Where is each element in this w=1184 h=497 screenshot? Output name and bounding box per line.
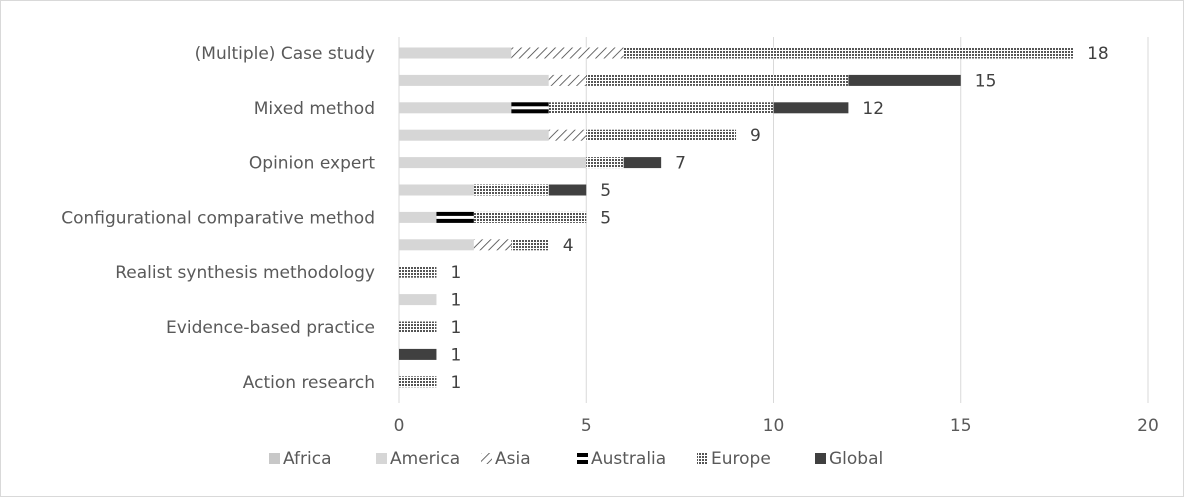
x-tick-label: 10: [763, 416, 785, 436]
bar-segment-america: [399, 239, 474, 251]
legend: Africa America Asia Australia Europe Global: [269, 449, 883, 469]
legend-label-australia: Australia: [591, 449, 666, 469]
category-label: (Multiple) Case study: [195, 44, 375, 64]
bar-segment-global: [773, 102, 849, 114]
total-label: 1: [450, 373, 461, 393]
total-label: 5: [600, 208, 611, 228]
bar-segment-global: [548, 184, 587, 196]
total-labels: 18 15 12 9 7 5 5 4 1 1 1 1 1: [450, 44, 1108, 393]
bar-segment-europe: [399, 376, 437, 388]
legend-label-america: America: [390, 449, 460, 469]
x-tick-label: 0: [394, 416, 405, 436]
legend-label-europe: Europe: [711, 449, 771, 469]
bar-segment-global: [399, 348, 437, 360]
bar-segment-global: [848, 74, 961, 86]
bar-segment-america: [399, 211, 437, 223]
x-tick-label: 5: [581, 416, 592, 436]
legend-swatch-america: [376, 453, 387, 464]
bar-segment-europe: [586, 157, 624, 169]
total-label: 9: [750, 126, 761, 146]
bar-segment-europe: [623, 47, 1074, 59]
legend-swatch-global: [815, 453, 826, 464]
legend-swatch-asia: [481, 453, 492, 464]
total-label: 1: [450, 318, 461, 338]
category-label: Mixed method: [254, 99, 375, 119]
bar-segment-europe: [473, 211, 587, 223]
bar-segment-america: [399, 74, 549, 86]
legend-swatch-africa: [269, 453, 280, 464]
total-label: 18: [1087, 44, 1109, 64]
bar-segment-global: [623, 157, 662, 169]
bar-segment-europe: [399, 321, 437, 333]
legend-swatch-europe: [697, 453, 708, 464]
bar-segment-america: [399, 184, 474, 196]
x-tick-label: 20: [1137, 416, 1159, 436]
bar-segment-europe: [399, 266, 437, 278]
bar-segment-america: [399, 157, 587, 169]
total-label: 4: [563, 236, 574, 256]
bars: [399, 47, 1074, 388]
bar-segment-america: [399, 47, 512, 59]
total-label: 7: [675, 154, 686, 174]
bar-segment-europe: [586, 74, 849, 86]
total-label: 1: [450, 345, 461, 365]
bar-segment-europe: [548, 102, 774, 114]
category-label: Configurational comparative method: [61, 208, 375, 228]
bar-segment-asia: [511, 47, 624, 59]
category-label: Action research: [243, 373, 375, 393]
total-label: 15: [975, 71, 997, 91]
bar-segment-europe: [511, 239, 549, 251]
total-label: 5: [600, 181, 611, 201]
x-tick-label: 15: [950, 416, 972, 436]
legend-swatch-australia-stripe: [577, 457, 588, 460]
bar-segment-europe: [586, 129, 737, 141]
category-labels: (Multiple) Case study Mixed method Opinion…: [61, 44, 375, 393]
bar-segment-australia-stripe: [511, 106, 549, 110]
bar-segment-asia: [548, 74, 587, 86]
total-label: 1: [450, 263, 461, 283]
bar-segment-america: [399, 294, 437, 306]
bar-segment-australia-stripe: [436, 215, 474, 219]
total-label: 12: [862, 99, 884, 119]
legend-label-global: Global: [829, 449, 883, 469]
x-axis-ticks: 0 5 10 15 20: [394, 416, 1159, 436]
category-label: Opinion expert: [249, 154, 375, 174]
legend-label-asia: Asia: [495, 449, 531, 469]
category-label: Evidence-based practice: [166, 318, 375, 338]
category-label: Realist synthesis methodology: [115, 263, 375, 283]
bar-segment-europe: [473, 184, 549, 196]
bar-segment-america: [399, 129, 549, 141]
legend-label-africa: Africa: [283, 449, 332, 469]
total-label: 1: [450, 291, 461, 311]
bar-segment-america: [399, 102, 512, 114]
bar-segment-asia: [548, 129, 587, 141]
bar-segment-asia: [473, 239, 512, 251]
